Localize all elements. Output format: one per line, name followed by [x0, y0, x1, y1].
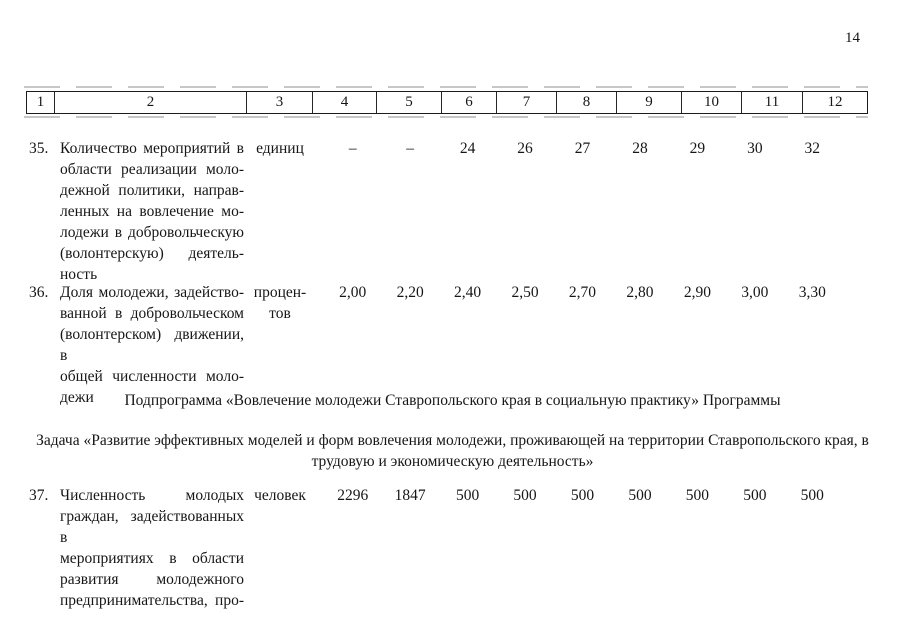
indicator-line-4: ленных на вовлечение мо-	[60, 203, 244, 220]
value-cells: – – 24 26 27 28 29 30 32	[324, 138, 841, 159]
unit-cell: единиц	[247, 138, 313, 159]
header-cell-11: 11	[742, 92, 803, 113]
indicator-text: Доля молодежи, задейство-ванной в добров…	[60, 282, 244, 408]
task-caption: Задача «Развитие эффективных моделей и ф…	[0, 430, 905, 472]
value-cell-2: –	[406, 140, 415, 157]
indicator-line-2: граждан, задействованных в	[60, 508, 244, 546]
indicator-line-5: лодежи в добровольческую	[60, 224, 244, 241]
value-cell-4: 2,50	[511, 284, 539, 301]
header-cell-2: 2	[55, 92, 247, 113]
unit-line-2: тов	[269, 305, 291, 322]
row-number: 36.	[29, 284, 49, 301]
value-cell-9: 500	[800, 487, 824, 504]
value-cell-4: 500	[513, 487, 537, 504]
unit-line-1: человек	[254, 487, 306, 504]
header-cell-8: 8	[557, 92, 617, 113]
value-cell-3: 500	[455, 487, 480, 504]
row-number: 37.	[29, 487, 49, 504]
indicator-line-2: ванной в добровольческом	[60, 305, 244, 322]
value-cell-1: 2,00	[339, 284, 367, 301]
subprogram-caption: Подпрограмма «Вовлечение молодежи Ставро…	[124, 392, 781, 409]
value-cell-6: 500	[628, 487, 652, 504]
value-cell-2: 2,20	[396, 284, 424, 301]
header-cell-10: 10	[682, 92, 742, 113]
value-cells: 2,00 2,20 2,40 2,50 2,70 2,80 2,90 3,00 3,30	[324, 282, 841, 303]
value-cell-1: 2296	[337, 487, 369, 504]
value-cell-8: 30	[747, 140, 763, 157]
header-cell-3: 3	[247, 92, 313, 113]
unit-cell: человек	[247, 485, 313, 506]
header-cell-6: 6	[442, 92, 497, 113]
unit-line-1: процен-	[253, 284, 307, 301]
value-cell-8: 3,00	[741, 284, 769, 301]
task-line-1: Задача «Развитие эффективных моделей и ф…	[36, 432, 869, 449]
row-number: 35.	[29, 140, 49, 157]
unit-line-1: единиц	[256, 140, 304, 157]
header-cell-7: 7	[497, 92, 557, 113]
value-cell-9: 3,30	[798, 284, 826, 301]
value-cell-5: 27	[574, 140, 591, 157]
indicator-line-3: мероприятиях в области	[60, 550, 244, 567]
scan-artifact-line	[24, 116, 868, 118]
value-cell-6: 28	[632, 140, 648, 157]
indicator-line-2: области реализации моло-	[60, 161, 244, 178]
value-cell-5: 2,70	[568, 284, 597, 301]
unit-cell: процен-тов	[247, 282, 313, 324]
indicator-line-3: дежной политики, направ-	[60, 182, 244, 199]
page-number: 14	[845, 30, 860, 46]
value-cell-1: –	[348, 140, 357, 157]
indicator-line-3: (волонтерском) движении, в	[60, 326, 244, 364]
indicator-line-7: ность	[60, 266, 98, 283]
value-cell-2: 1847	[394, 487, 426, 504]
indicator-line-4: развития молодежного	[60, 571, 244, 588]
value-cell-6: 2,80	[626, 284, 654, 301]
indicator-text: Количество мероприятий в области реализац…	[60, 138, 244, 285]
header-cell-4: 4	[313, 92, 377, 113]
scan-artifact-line	[24, 86, 868, 88]
header-cell-9: 9	[617, 92, 682, 113]
header-cell-1: 1	[27, 92, 55, 113]
value-cell-7: 500	[685, 487, 709, 504]
indicator-line-1: Доля молодежи, задейство-	[60, 284, 244, 301]
value-cell-3: 24	[459, 140, 476, 157]
value-cell-9: 32	[804, 140, 821, 157]
indicator-line-1: Количество мероприятий в	[60, 140, 244, 157]
value-cell-7: 29	[689, 140, 706, 157]
table-column-number-header: 1 2 3 4 5 6 7 8 9 10 11 12	[26, 91, 868, 114]
value-cell-5: 500	[570, 487, 595, 504]
indicator-line-1: Численность молодых	[60, 487, 244, 504]
header-cell-5: 5	[377, 92, 442, 113]
task-line-2: трудовую и экономическую деятельность»	[311, 453, 594, 470]
value-cell-7: 2,90	[683, 284, 711, 301]
value-cell-4: 26	[517, 140, 533, 157]
value-cells: 2296 1847 500 500 500 500 500 500 500	[324, 485, 841, 506]
indicator-line-4: общей численности моло-	[60, 368, 244, 385]
value-cell-3: 2,40	[454, 284, 482, 301]
indicator-line-5: дежи	[60, 389, 94, 406]
header-cell-12: 12	[827, 94, 843, 110]
value-cell-8: 500	[743, 487, 767, 504]
indicator-line-5: предпринимательства, про-	[60, 592, 244, 609]
indicator-text: Численность молодых граждан, задействован…	[60, 485, 244, 611]
indicator-line-6: (волонтерскую) деятель-	[60, 245, 244, 262]
